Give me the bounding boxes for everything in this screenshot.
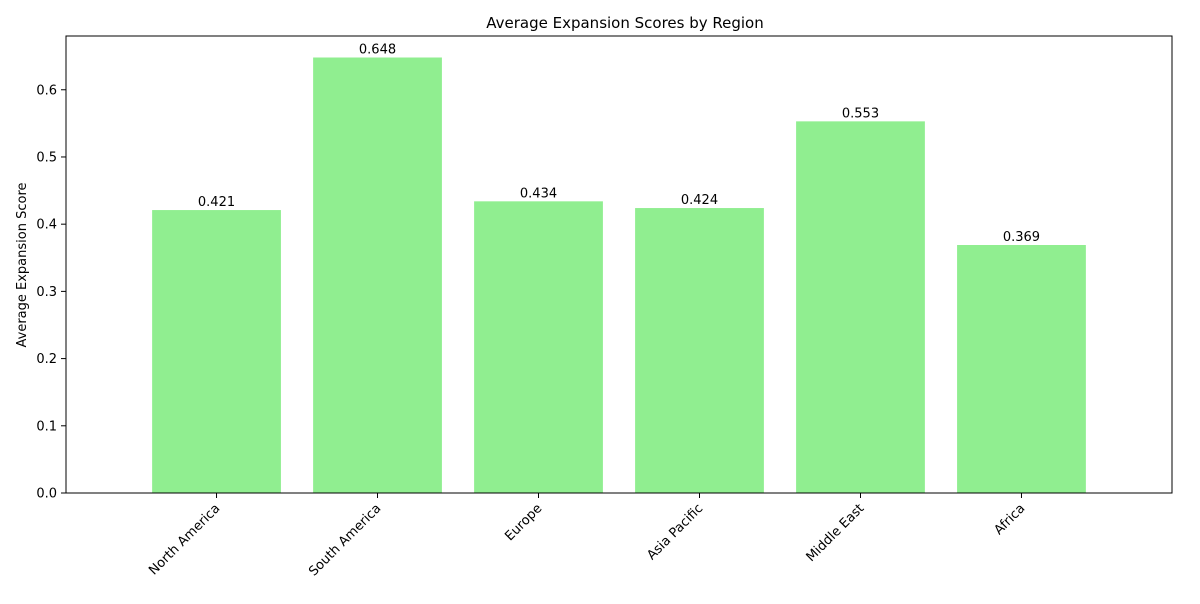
bar-value-label: 0.434: [520, 186, 557, 201]
y-tick-label: 0.6: [36, 83, 57, 98]
y-axis-label: Average Expansion Score: [15, 182, 30, 347]
y-tick-label: 0.2: [36, 352, 57, 367]
bar: [957, 245, 1086, 493]
y-tick-label: 0.3: [36, 285, 57, 300]
bar: [474, 201, 603, 493]
plot-frame: [65, 35, 1173, 494]
chart-title: Average Expansion Scores by Region: [486, 14, 764, 32]
y-tick-label: 0.1: [36, 419, 57, 434]
x-tick-label: Middle East: [804, 501, 868, 565]
y-axis-ticks: 0.0 0.1 0.2 0.3 0.4 0.5 0.6: [36, 83, 66, 502]
x-tick-label: Europe: [502, 501, 545, 544]
value-labels-group: 0.421 0.648 0.434 0.424 0.553 0.369: [198, 43, 1040, 246]
y-tick-label: 0.4: [36, 218, 57, 233]
bar-value-label: 0.369: [1003, 230, 1040, 245]
bar-value-label: 0.424: [681, 193, 718, 208]
x-axis-ticks: North America South America Europe Asia Pac…: [146, 493, 1028, 579]
bar-value-label: 0.648: [359, 43, 396, 58]
bar-value-label: 0.553: [842, 106, 879, 121]
y-tick-label: 0.5: [36, 150, 57, 165]
x-tick-label: Africa: [991, 501, 1028, 538]
bar: [152, 210, 281, 493]
x-tick-label: North America: [146, 501, 223, 578]
bar: [313, 57, 442, 493]
x-tick-label: South America: [306, 501, 384, 579]
x-tick-label: Asia Pacific: [644, 501, 706, 563]
bar: [635, 208, 764, 493]
bar: [796, 121, 925, 493]
bars-group: [152, 57, 1086, 493]
bar-value-label: 0.421: [198, 195, 235, 210]
y-tick-label: 0.0: [36, 487, 57, 502]
